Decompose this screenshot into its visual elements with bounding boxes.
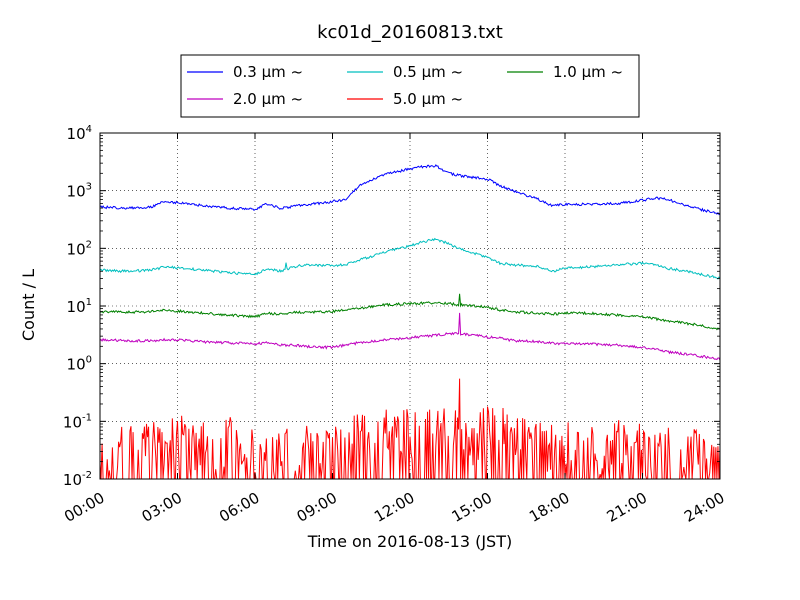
legend-entry-5: 5.0 μm ~	[393, 90, 463, 108]
legend-entry-2: 0.5 μm ~	[393, 63, 463, 81]
plot-area: 00:00 03:00 06:00 09:00 12:00 15:00 18:00 21:00…	[61, 124, 727, 526]
y-tick-label: 102	[67, 239, 92, 258]
series-line-2	[100, 237, 720, 280]
legend-entry-1: 0.3 μm ~	[233, 63, 303, 81]
y-tick-label: 103	[67, 182, 92, 201]
y-axis-label: Count / L	[19, 269, 38, 341]
series-line-4	[100, 312, 720, 361]
legend: 0.3 μm ~ 0.5 μm ~ 1.0 μm ~ 2.0 μm ~ 5.0 μm ~	[180, 54, 640, 118]
legend-entry-4: 2.0 μm ~	[233, 90, 303, 108]
series-line-3	[100, 293, 720, 331]
chart-title: kc01d_20160813.txt	[317, 22, 503, 43]
y-tick-label: 10-1	[63, 412, 92, 431]
legend-entry-3: 1.0 μm ~	[553, 63, 623, 81]
legend-box	[180, 54, 640, 118]
y-tick-label: 101	[67, 297, 92, 316]
x-axis-label: Time on 2016-08-13 (JST)	[307, 532, 512, 551]
y-tick-label: 100	[67, 355, 92, 374]
y-tick-label: 10-2	[63, 470, 92, 489]
series-line-1	[100, 164, 720, 216]
series-group	[100, 164, 720, 479]
y-tick-label: 104	[67, 124, 92, 143]
series-line-5	[100, 378, 720, 479]
